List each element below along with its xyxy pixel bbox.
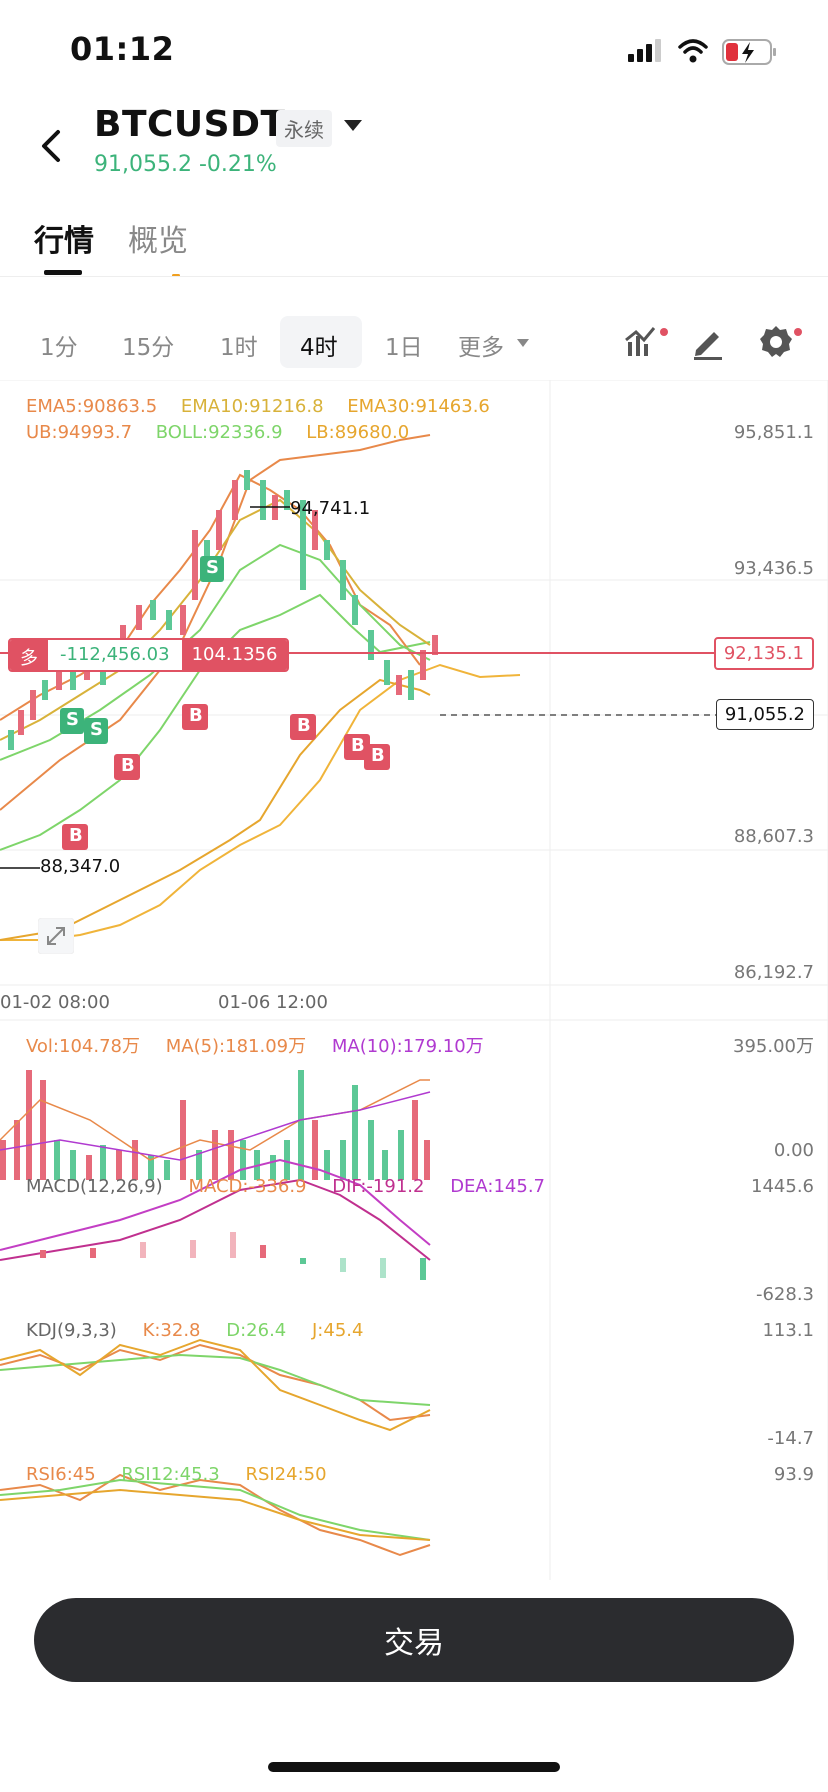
marker-b3: B [297, 715, 311, 736]
x-label-1: 01-02 08:00 [0, 992, 110, 1013]
x-label-2: 01-06 12:00 [218, 992, 328, 1013]
marker-s3: S [90, 719, 103, 740]
status-icons [628, 39, 776, 65]
position-tag[interactable]: 多 -112,456.03 104.1356 [8, 638, 290, 672]
rsi-legend: RSI6:45 RSI12:45.3 RSI24:50 [26, 1464, 327, 1485]
marker-s2: S [66, 709, 79, 730]
draw-icon[interactable] [688, 322, 728, 362]
macd-legend: MACD(12,26,9) MACD:-336.9 DIF:-191.2 DEA… [26, 1176, 546, 1197]
kdj-min: -14.7 [767, 1428, 814, 1449]
y-label-1: 95,851.1 [733, 422, 814, 443]
interval-more[interactable]: 更多 [458, 335, 504, 361]
trade-markers[interactable] [60, 556, 390, 850]
status-time: 01:12 [70, 30, 175, 68]
interval-1h[interactable]: 1时 [220, 335, 258, 361]
tab-overview[interactable]: 概览 [128, 224, 188, 259]
macd-bars [40, 1232, 426, 1280]
position-pnl: -112,456.03 [48, 640, 182, 670]
marker-b4: B [351, 735, 365, 756]
home-indicator [268, 1762, 560, 1772]
position-side: 多 [10, 640, 48, 670]
boll-legend: UB:94993.7 BOLL:92336.9 LB:89680.0 [26, 422, 410, 443]
symbol-dropdown-icon[interactable] [344, 120, 362, 131]
high-label: 94,741.1 [290, 498, 371, 519]
y-label-2: 93,436.5 [733, 558, 814, 579]
position-qty: 104.1356 [181, 640, 288, 670]
lb-line [0, 678, 431, 941]
indicator-icon[interactable] [622, 322, 662, 362]
tab-dot [172, 274, 180, 277]
entry-price-tag: 92,135.1 [713, 637, 814, 670]
interval-4h[interactable]: 4时 [300, 335, 338, 361]
symbol-title[interactable]: BTCUSDT [94, 104, 286, 145]
settings-icon[interactable] [756, 322, 796, 362]
kdj-max: 113.1 [762, 1320, 814, 1341]
change-percent: -0.21% [198, 152, 277, 177]
candles [8, 470, 438, 750]
trade-button[interactable]: 交易 [34, 1598, 794, 1682]
ema10-line [0, 498, 431, 741]
settings-badge [794, 328, 802, 336]
last-price-tag: 91,055.2 [715, 699, 814, 730]
back-arrow-icon[interactable] [32, 126, 72, 166]
interval-active-bg [280, 316, 362, 368]
kline-chart[interactable] [0, 380, 828, 1580]
grid [0, 380, 828, 1580]
marker-s1: S [206, 557, 219, 578]
macd-max: 1445.6 [751, 1176, 814, 1197]
volume-bars [0, 1070, 430, 1180]
last-price: 91,055.2 [94, 152, 192, 177]
interval-15m[interactable]: 15分 [122, 335, 175, 361]
tab-indicator [44, 270, 82, 275]
tab-divider [0, 276, 828, 277]
y-label-3: 88,607.3 [733, 826, 814, 847]
volume-min: 0.00 [773, 1140, 814, 1161]
low-label: 88,347.0 [40, 856, 121, 877]
marker-b1: B [121, 755, 135, 776]
volume-max: 395.00万 [733, 1036, 814, 1057]
battery-icon [722, 39, 776, 65]
interval-1d[interactable]: 1日 [385, 335, 423, 361]
contract-type-badge: 永续 [276, 110, 332, 147]
marker-b5: B [371, 745, 385, 766]
interval-1m[interactable]: 1分 [40, 335, 78, 361]
ema-legend: EMA5:90863.5 EMA10:91216.8 EMA30:91463.6 [26, 396, 490, 417]
indicator-badge [660, 328, 668, 336]
y-label-4: 86,192.7 [733, 962, 814, 983]
ema30-line [0, 663, 521, 941]
marker-b6: B [69, 825, 83, 846]
expand-icon[interactable] [38, 918, 74, 954]
signal-icon [628, 39, 661, 62]
macd-min: -628.3 [755, 1284, 814, 1305]
more-caret-icon [517, 339, 529, 347]
wifi-icon [678, 39, 708, 63]
tab-market[interactable]: 行情 [34, 224, 94, 259]
marker-b2: B [189, 705, 203, 726]
volume-legend: Vol:104.78万 MA(5):181.09万 MA(10):179.10万 [26, 1036, 484, 1057]
price-change: 91,055.2 -0.21% [94, 152, 277, 177]
rsi-max: 93.9 [773, 1464, 814, 1485]
kdj-legend: KDJ(9,3,3) K:32.8 D:26.4 J:45.4 [26, 1320, 364, 1341]
